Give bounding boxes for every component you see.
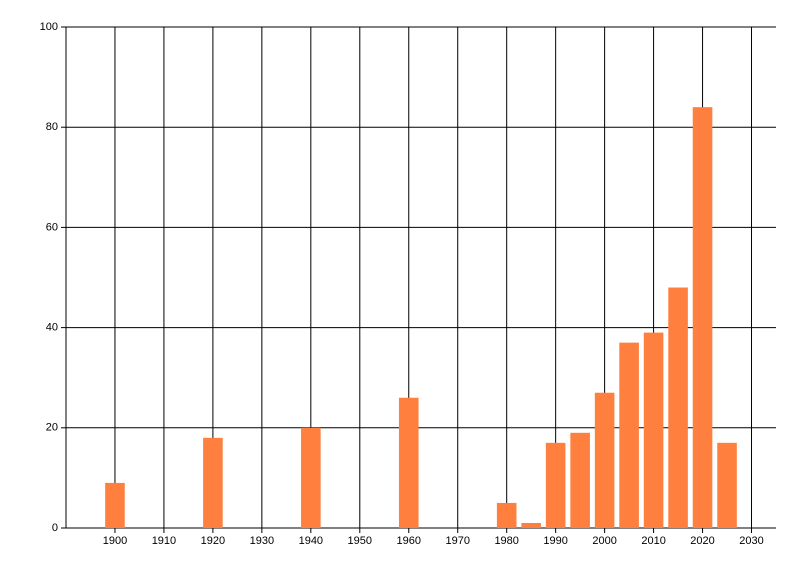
bar [643, 332, 664, 528]
x-tick-label: 1940 [299, 535, 323, 547]
bar [570, 432, 590, 528]
x-tick-label: 1970 [445, 535, 469, 547]
y-tick-label: 80 [46, 121, 58, 133]
x-tick-label: 2020 [690, 535, 714, 547]
bar [594, 392, 615, 528]
y-tick-label: 100 [40, 21, 58, 33]
bar [668, 287, 688, 528]
x-tick-label: 1950 [348, 535, 372, 547]
x-tick-label: 1930 [250, 535, 274, 547]
bar [301, 427, 321, 528]
x-tick-label: 1920 [201, 535, 225, 547]
y-tick-label: 20 [46, 422, 58, 434]
x-tick-label: 1980 [494, 535, 518, 547]
x-tick-label: 1910 [152, 535, 176, 547]
y-tick-label: 40 [46, 322, 58, 334]
x-tick-label: 2010 [641, 535, 665, 547]
x-tick-label: 1990 [543, 535, 567, 547]
x-tick-label: 2030 [739, 535, 763, 547]
bar [398, 397, 419, 528]
bar [203, 437, 223, 528]
y-tick-label: 0 [52, 522, 58, 534]
bar [496, 502, 517, 528]
y-tick-label: 60 [46, 221, 58, 233]
x-tick-label: 1960 [397, 535, 421, 547]
bar [619, 342, 639, 528]
bar [105, 482, 125, 528]
x-tick-label: 1900 [103, 535, 127, 547]
x-tick-label: 2000 [592, 535, 616, 547]
bar [692, 107, 713, 528]
bar [545, 442, 566, 528]
bar [717, 442, 737, 528]
bar [521, 522, 541, 528]
